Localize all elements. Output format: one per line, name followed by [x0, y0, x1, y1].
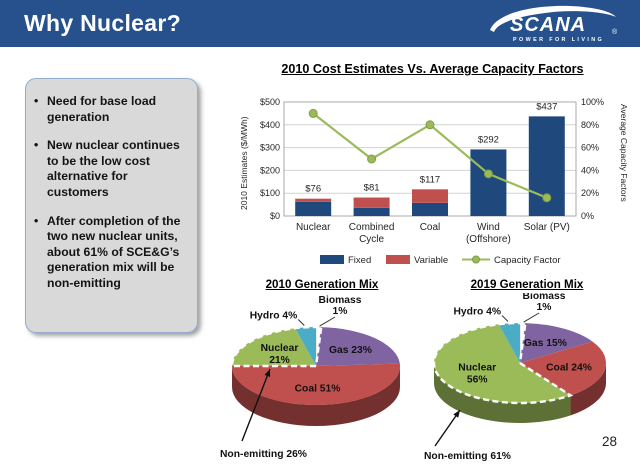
svg-text:$100: $100: [260, 188, 280, 198]
svg-text:56%: 56%: [467, 374, 488, 385]
svg-text:Coal: Coal: [420, 222, 441, 233]
logo-wordmark: SCANA: [510, 14, 586, 36]
logo-swoosh-icon: [490, 5, 616, 32]
svg-text:(Offshore): (Offshore): [466, 234, 511, 245]
svg-text:Gas 15%: Gas 15%: [524, 338, 567, 349]
svg-text:Coal 51%: Coal 51%: [295, 384, 341, 395]
svg-text:$400: $400: [260, 120, 280, 130]
svg-text:$292: $292: [478, 134, 499, 145]
bullet-item: Need for base load generation: [30, 94, 191, 125]
page-number: 28: [602, 434, 618, 449]
svg-text:100%: 100%: [581, 97, 604, 107]
svg-text:Average Capacity Factors: Average Capacity Factors: [619, 104, 629, 202]
cost-chart-title: 2010 Cost Estimates Vs. Average Capacity…: [281, 62, 584, 76]
svg-text:2010 Estimates ($/MWh): 2010 Estimates ($/MWh): [239, 116, 249, 210]
scana-logo: SCANA ® POWER FOR LIVING: [490, 5, 618, 43]
svg-text:Variable: Variable: [414, 255, 448, 266]
svg-text:Coal 24%: Coal 24%: [546, 362, 592, 373]
svg-text:$76: $76: [305, 184, 321, 195]
svg-text:$0: $0: [270, 211, 280, 221]
bullet-item: After completion of the two new nuclear …: [30, 214, 191, 292]
pie-2019-title: 2019 Generation Mix: [470, 278, 584, 291]
svg-text:Biomass: Biomass: [319, 295, 362, 306]
pie-2010-title: 2010 Generation Mix: [265, 278, 379, 291]
svg-text:$500: $500: [260, 97, 280, 107]
svg-text:0%: 0%: [581, 211, 594, 221]
svg-text:60%: 60%: [581, 143, 599, 153]
svg-text:20%: 20%: [581, 188, 599, 198]
svg-text:Nuclear: Nuclear: [296, 222, 331, 233]
svg-text:Wind: Wind: [477, 222, 500, 233]
svg-text:$117: $117: [420, 174, 440, 185]
svg-text:40%: 40%: [581, 165, 599, 175]
svg-text:1%: 1%: [333, 306, 348, 317]
svg-text:$300: $300: [260, 143, 280, 153]
svg-text:Nuclear: Nuclear: [458, 362, 496, 373]
svg-text:$200: $200: [260, 165, 280, 175]
svg-text:Hydro 4%: Hydro 4%: [454, 307, 502, 318]
svg-text:Hydro 4%: Hydro 4%: [250, 311, 298, 322]
svg-text:Gas 23%: Gas 23%: [329, 345, 372, 356]
svg-text:Capacity Factor: Capacity Factor: [494, 255, 561, 266]
svg-text:Fixed: Fixed: [348, 255, 371, 266]
svg-text:Solar (PV): Solar (PV): [524, 222, 570, 233]
logo-tagline: POWER FOR LIVING: [513, 37, 604, 43]
svg-text:Combined: Combined: [349, 222, 395, 233]
svg-text:21%: 21%: [269, 355, 290, 366]
svg-text:Nuclear: Nuclear: [261, 343, 299, 354]
svg-text:Non-emitting 61%: Non-emitting 61%: [424, 451, 511, 462]
header-bar: Why Nuclear? SCANA ® POWER FOR LIVING: [0, 0, 640, 47]
svg-text:$81: $81: [364, 183, 380, 194]
page-title: Why Nuclear?: [24, 10, 181, 36]
cost-chart-svg: $0 $100 $200 $300 $400 $500 0% 20% 40% 60% 80% 100%…: [239, 97, 629, 266]
svg-text:80%: 80%: [581, 120, 599, 130]
svg-text:Cycle: Cycle: [359, 234, 384, 245]
svg-text:1%: 1%: [537, 302, 552, 313]
svg-text:Non-emitting 26%: Non-emitting 26%: [220, 449, 307, 460]
logo-registered-mark: ®: [612, 28, 618, 36]
bullet-item: New nuclear continues to be the low cost…: [30, 138, 191, 200]
svg-text:Biomass: Biomass: [523, 293, 566, 302]
bullet-list: Need for base load generation New nuclea…: [30, 94, 191, 292]
svg-text:$437: $437: [536, 101, 557, 112]
bullet-panel: Need for base load generation New nuclea…: [25, 78, 198, 333]
